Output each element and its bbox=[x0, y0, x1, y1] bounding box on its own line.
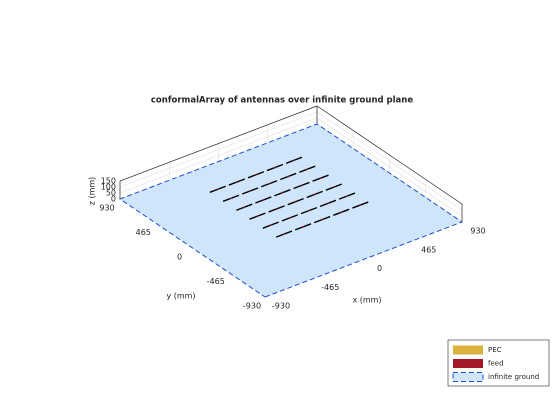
feed bbox=[269, 224, 272, 227]
feed bbox=[262, 199, 265, 201]
z-axis-label: z (mm) bbox=[88, 177, 97, 206]
feed bbox=[268, 182, 271, 185]
legend-swatch bbox=[452, 372, 484, 382]
feed bbox=[327, 202, 329, 205]
feed bbox=[293, 159, 295, 162]
legend-label: PEC bbox=[488, 346, 502, 354]
feed bbox=[287, 175, 290, 178]
feed bbox=[308, 209, 310, 212]
y-tick-label: -465 bbox=[207, 277, 225, 286]
ground-plane bbox=[118, 123, 464, 298]
x-tick-label: 0 bbox=[377, 264, 382, 273]
feed bbox=[294, 200, 297, 203]
feed bbox=[346, 195, 348, 198]
z-tick-label: 150 bbox=[101, 177, 116, 186]
legend-label: feed bbox=[488, 360, 504, 368]
y-axis-label: y (mm) bbox=[166, 292, 195, 301]
feed bbox=[255, 173, 257, 176]
feed bbox=[306, 168, 309, 171]
feed bbox=[359, 204, 362, 206]
feed bbox=[332, 186, 335, 189]
feed bbox=[243, 206, 246, 209]
y-tick-label: 930 bbox=[99, 204, 114, 213]
x-tick-label: -930 bbox=[272, 302, 290, 311]
feed bbox=[319, 177, 322, 180]
legend-swatch bbox=[453, 359, 483, 368]
y-tick-label: 0 bbox=[177, 253, 182, 262]
feed bbox=[288, 216, 291, 219]
y-tick-label: -930 bbox=[243, 302, 261, 311]
x-tick-label: 930 bbox=[470, 227, 485, 236]
feed bbox=[235, 181, 238, 183]
x-tick-label: 465 bbox=[421, 245, 436, 254]
x-axis-label: x (mm) bbox=[352, 296, 381, 305]
feed bbox=[302, 225, 305, 228]
feed bbox=[256, 215, 259, 218]
feed bbox=[230, 197, 232, 200]
feed bbox=[283, 233, 285, 235]
feed bbox=[249, 190, 252, 192]
legend-label: infinite ground bbox=[488, 373, 539, 381]
y-tick-label: 465 bbox=[136, 228, 151, 237]
feed bbox=[313, 193, 316, 196]
axis-edge bbox=[316, 105, 463, 205]
z-tick-label: 50 bbox=[106, 189, 116, 198]
feed bbox=[300, 184, 303, 187]
axis-edge bbox=[119, 105, 318, 182]
feed bbox=[275, 208, 278, 210]
feed bbox=[274, 166, 276, 169]
feed bbox=[340, 211, 343, 214]
x-tick-label: -465 bbox=[321, 283, 339, 292]
feed bbox=[281, 191, 284, 194]
legend-swatch bbox=[453, 345, 483, 355]
z-tick-label: 0 bbox=[111, 195, 116, 204]
feed bbox=[216, 188, 219, 191]
feed bbox=[321, 218, 324, 221]
z-tick-label: 100 bbox=[101, 183, 116, 192]
chart-title: conformalArray of antennas over infinite… bbox=[151, 96, 413, 106]
